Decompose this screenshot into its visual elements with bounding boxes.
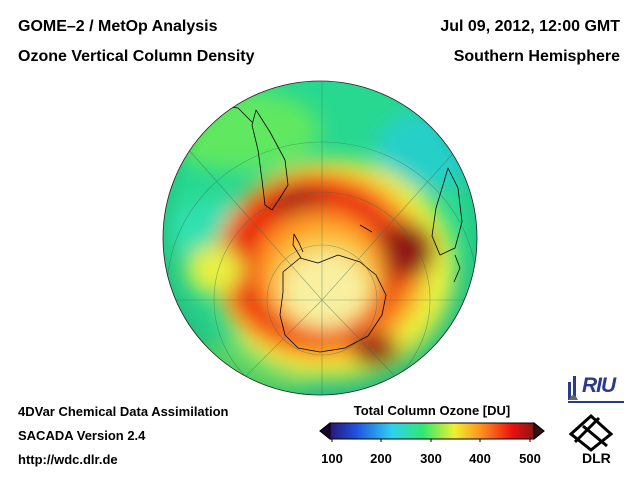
dlr-logo-text: DLR [582,450,611,466]
colorbar-title: Total Column Ozone [DU] [353,403,511,418]
date-time-label: Jul 09, 2012, 12:00 GMT [440,18,620,35]
product-subtitle: Ozone Vertical Column Density [18,48,255,65]
method-label: 4DVar Chemical Data Assimilation [18,404,229,419]
product-title: GOME–2 / MetOp Analysis [18,18,218,35]
riu-logo-text: RIU [582,374,616,397]
colorbar-tick: 100 [321,451,343,466]
dlr-logo-icon [568,413,614,452]
colorbar-tick: 400 [469,451,491,466]
colorbar-tick: 200 [370,451,392,466]
colorbar-tick: 500 [519,451,541,466]
colorbar-tick: 300 [420,451,442,466]
globe-disc [163,81,477,395]
riu-logo-icon [568,376,624,403]
source-url-link[interactable]: http://wdc.dlr.de [18,452,118,467]
region-label: Southern Hemisphere [453,48,620,65]
version-label: SACADA Version 2.4 [18,428,146,443]
colorbar [319,421,545,442]
